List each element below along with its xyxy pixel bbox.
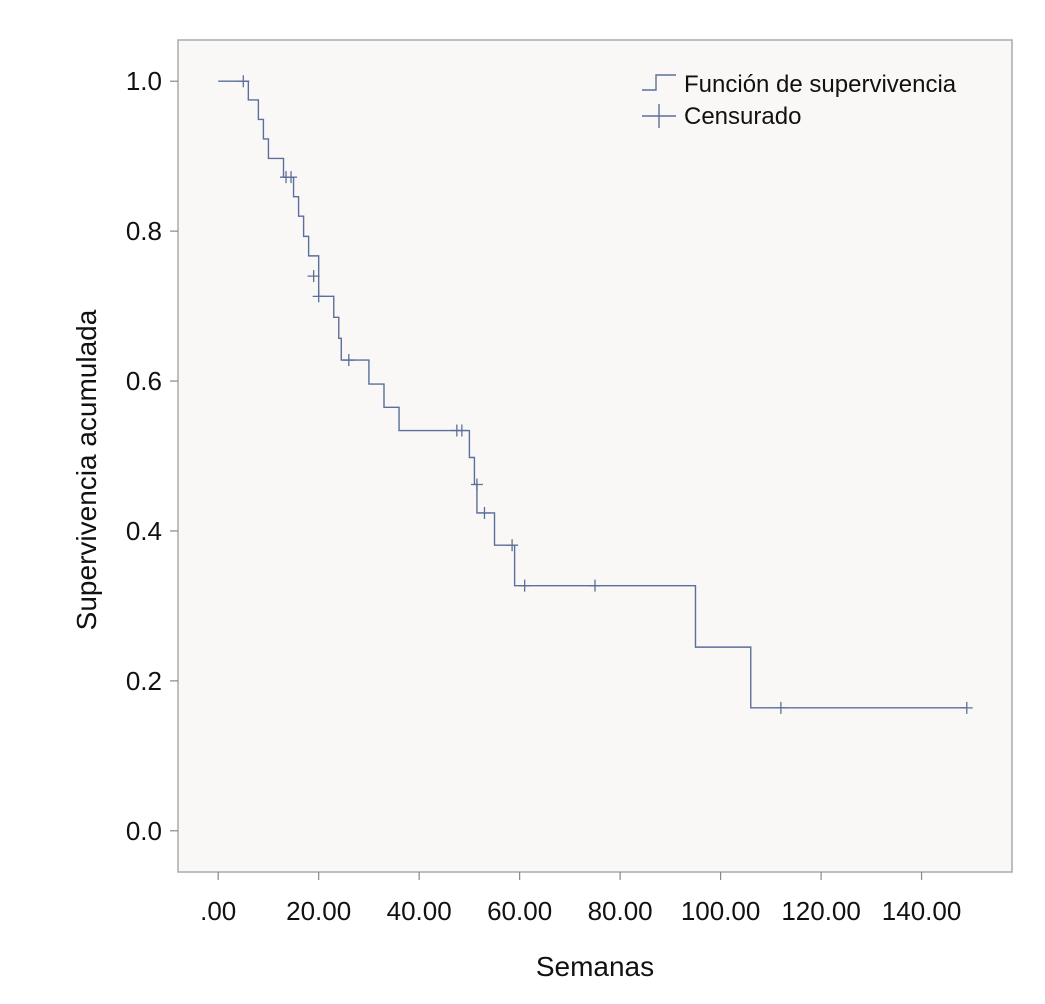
censor-mark [506, 539, 519, 552]
censor-marks [237, 75, 973, 714]
y-axis: 0.0 0.2 0.4 0.6 0.8 1.0 [126, 66, 178, 846]
censor-mark [518, 579, 531, 592]
censor-mark [470, 478, 483, 491]
censor-mark [342, 354, 355, 367]
legend-label-censored: Censurado [684, 103, 801, 130]
legend-censor-cross-icon [642, 104, 676, 128]
censor-mark [589, 579, 601, 592]
y-tick-label: 0.0 [126, 816, 162, 846]
censor-mark [960, 701, 973, 714]
x-tick-label: .00 [200, 896, 236, 926]
censor-mark [478, 506, 491, 519]
censor-mark [455, 424, 468, 437]
x-axis: .00 20.00 40.00 60.00 80.00 100.00 120.00 140.0… [200, 872, 961, 926]
legend-step-line-icon [642, 74, 676, 91]
y-axis-title: Supervivencia acumulada [71, 309, 102, 630]
y-tick-label: 1.0 [126, 66, 162, 96]
y-tick-label: 0.6 [126, 366, 162, 396]
x-tick-label: 80.00 [588, 896, 653, 926]
y-tick-label: 0.2 [126, 666, 162, 696]
plot-area [177, 39, 1013, 873]
x-tick-label: 20.00 [286, 896, 351, 926]
censor-mark [312, 290, 325, 303]
x-tick-label: 100.00 [681, 896, 761, 926]
legend: Función de supervivencia Censurado [642, 71, 957, 130]
x-tick-label: 60.00 [487, 896, 552, 926]
censor-mark [237, 75, 250, 88]
y-tick-label: 0.4 [126, 516, 162, 546]
x-tick-label: 140.00 [882, 896, 962, 926]
censor-mark [307, 270, 320, 283]
survival-curve [218, 80, 967, 709]
censor-mark [285, 171, 298, 184]
x-axis-title: Semanas [536, 951, 654, 982]
x-tick-label: 40.00 [387, 896, 452, 926]
y-tick-label: 0.8 [126, 216, 162, 246]
legend-label-survival: Función de supervivencia [684, 71, 957, 98]
x-tick-label: 120.00 [781, 896, 861, 926]
censor-mark [774, 701, 787, 714]
